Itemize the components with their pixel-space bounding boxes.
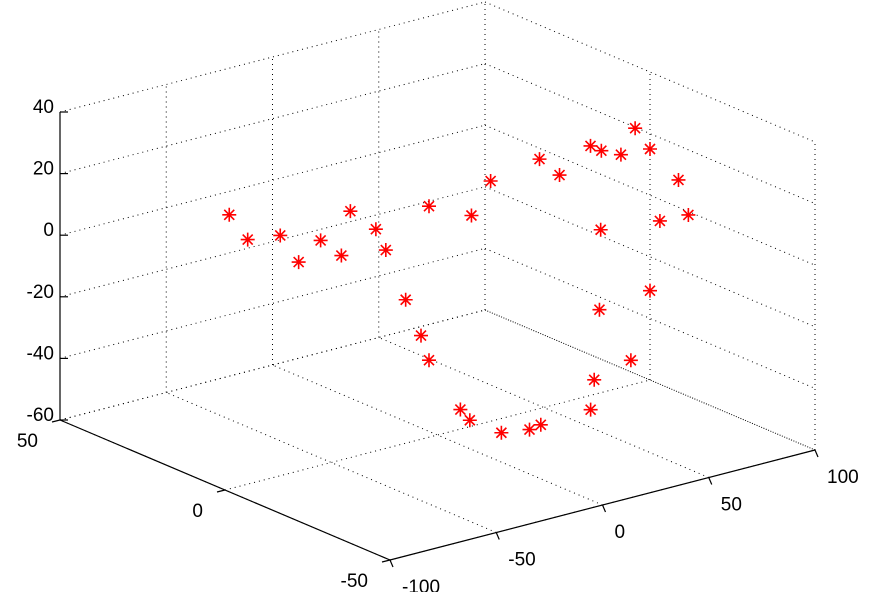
data-point [313, 233, 328, 248]
data-point [628, 121, 643, 136]
y-tick-label: 0 [192, 501, 203, 522]
x-tick [495, 532, 500, 540]
data-point [592, 302, 607, 317]
z-tick-label: 40 [33, 97, 54, 118]
y-tick [381, 559, 391, 563]
data-point [594, 143, 609, 158]
data-point [414, 328, 428, 343]
y-tick-label: 50 [17, 431, 38, 452]
data-point [334, 248, 349, 263]
x-tick [814, 449, 819, 458]
x-tick [389, 559, 394, 568]
data-point [378, 243, 393, 258]
data-point [613, 147, 628, 162]
data-point [422, 353, 436, 368]
data-point [643, 283, 657, 298]
z-tick-label: -20 [27, 282, 54, 303]
data-point [552, 168, 567, 183]
z-tick-label: -40 [27, 343, 54, 364]
data-point [291, 255, 306, 270]
x-tick-label: -50 [508, 550, 535, 571]
x-tick-label: -100 [402, 577, 440, 592]
x-tick-label: 100 [827, 467, 859, 488]
data-point [671, 172, 686, 187]
data-point [462, 413, 477, 428]
data-point [583, 138, 598, 153]
data-point [398, 292, 413, 307]
data-point [593, 222, 608, 237]
data-point [422, 199, 436, 214]
grid-line [484, 186, 816, 328]
grid-line [224, 379, 651, 491]
data-point [643, 142, 657, 156]
grid-line [59, 1, 486, 113]
data-point [494, 425, 509, 440]
data-point [343, 204, 358, 219]
data-point [222, 207, 237, 222]
x-tick-label: 0 [615, 522, 626, 543]
grid-line [59, 186, 486, 298]
data-point [273, 228, 288, 243]
z-tick-label: 20 [33, 159, 54, 180]
x-tick [708, 477, 713, 485]
data-point [623, 353, 638, 368]
grid-line [59, 63, 486, 175]
data-point [587, 372, 602, 387]
data-point [522, 422, 537, 437]
data-point [483, 174, 498, 189]
data-point [240, 232, 255, 247]
data-point [681, 207, 696, 222]
x-tick-label: 50 [721, 495, 742, 516]
grid-line [59, 247, 486, 359]
data-point [583, 402, 598, 417]
z-tick-label: 0 [43, 220, 54, 241]
grid-line [166, 392, 497, 533]
data-point [368, 222, 383, 237]
data-point [532, 152, 547, 167]
data-point [533, 417, 548, 432]
z-tick-label: -60 [27, 405, 54, 426]
data-point [453, 402, 468, 417]
y-tick [51, 419, 61, 423]
grid-line [272, 364, 603, 506]
grid-line [59, 309, 486, 421]
grid-line [59, 124, 486, 236]
data-point [464, 208, 479, 223]
data-point [652, 213, 667, 228]
x-tick [601, 504, 607, 513]
y-tick-label: -50 [341, 571, 368, 592]
y-tick [216, 489, 226, 493]
